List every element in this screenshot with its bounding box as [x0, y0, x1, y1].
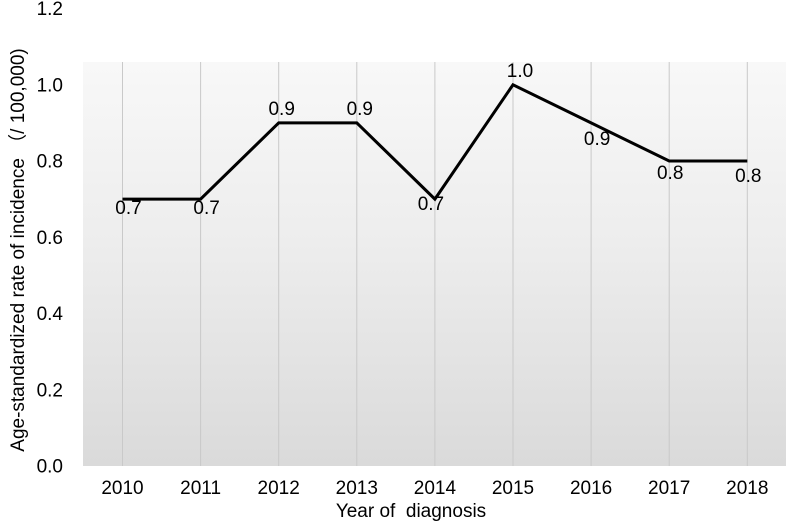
data-label-2012: 0.9 [268, 99, 294, 120]
y-axis-title: Age-standardized rate of incidence （/ 10… [7, 48, 29, 451]
x-tick-2018: 2018 [726, 478, 768, 499]
data-label-2016: 0.9 [584, 129, 610, 150]
x-tick-2010: 2010 [101, 478, 143, 499]
data-label-2013: 0.9 [347, 99, 373, 120]
x-tick-2011: 2011 [180, 478, 221, 499]
y-tick-1.0: 1.0 [37, 75, 63, 96]
y-tick-0.0: 0.0 [37, 457, 63, 478]
data-label-2014: 0.7 [418, 194, 444, 215]
x-tick-2015: 2015 [492, 478, 534, 499]
y-tick-0.2: 0.2 [37, 380, 63, 401]
data-label-2015: 1.0 [507, 61, 533, 82]
data-label-2017: 0.8 [657, 163, 683, 184]
data-label-2010: 0.7 [115, 198, 141, 219]
x-tick-2017: 2017 [648, 478, 690, 499]
x-tick-2016: 2016 [570, 478, 612, 499]
y-tick-0.4: 0.4 [37, 304, 64, 325]
x-tick-2012: 2012 [258, 478, 300, 499]
x-tick-2013: 2013 [336, 478, 378, 499]
x-axis-title: Year of diagnosis [336, 501, 486, 522]
x-tick-2014: 2014 [414, 478, 457, 499]
y-tick-0.6: 0.6 [37, 228, 63, 249]
data-label-2018: 0.8 [735, 166, 761, 187]
series-line [122, 82, 748, 202]
y-tick-1.2: 1.2 [37, 0, 63, 20]
y-tick-0.8: 0.8 [37, 152, 63, 173]
data-label-2011: 0.7 [193, 198, 219, 219]
